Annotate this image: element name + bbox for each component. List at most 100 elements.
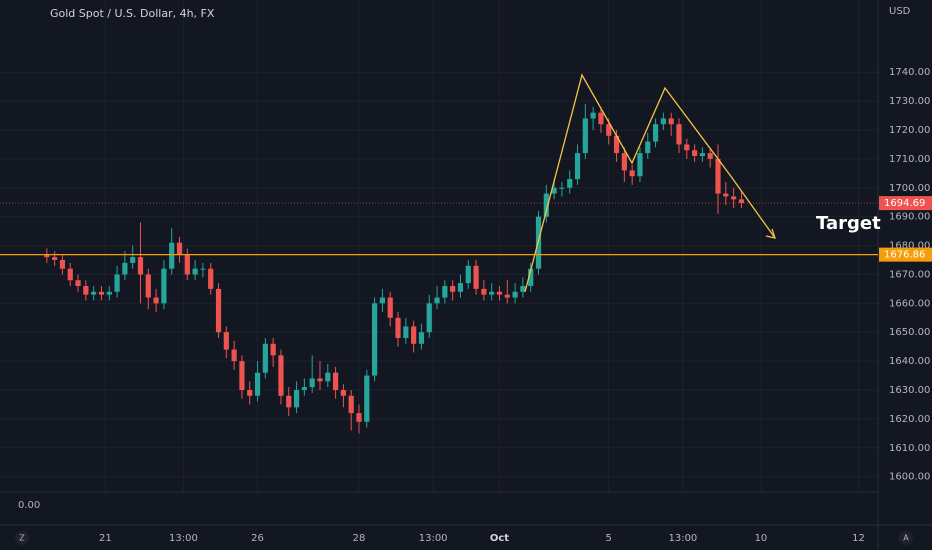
x-tick-label: 28: [353, 533, 366, 544]
candle-body: [738, 199, 745, 204]
candle-body: [395, 317, 401, 338]
candle-body: [184, 254, 190, 275]
y-tick-label: 1620.00: [889, 414, 930, 425]
x-tick-label: 10: [755, 533, 768, 544]
candle-body: [325, 372, 331, 382]
candle-body: [660, 118, 666, 125]
candle-body: [372, 303, 378, 376]
candle-body: [489, 291, 495, 295]
candle-body: [434, 297, 440, 304]
candle-body: [606, 124, 612, 136]
candle-body: [504, 294, 510, 298]
x-tick-label: 21: [99, 533, 112, 544]
candle-body: [122, 262, 128, 275]
candle-body: [332, 372, 339, 390]
candle-body: [356, 413, 362, 422]
candle-body: [723, 193, 729, 197]
candle-body: [309, 378, 315, 388]
y-tick-label: 1730.00: [889, 96, 930, 107]
candle-body: [254, 372, 261, 396]
x-tick-label: 12: [852, 533, 865, 544]
candle-body: [621, 153, 627, 171]
candle-body: [676, 124, 682, 145]
candle-body: [731, 196, 737, 200]
candle-body: [582, 118, 588, 154]
price-line-label: 1676.86: [884, 250, 925, 261]
y-tick-label: 1720.00: [889, 125, 930, 136]
pattern-arrow: [765, 228, 776, 239]
candle-body: [457, 283, 464, 292]
x-tick-label: 13:00: [668, 533, 697, 544]
candle-body: [83, 286, 89, 295]
candle-body: [52, 257, 58, 260]
candle-body: [668, 118, 674, 125]
price-line-label-box: [879, 247, 932, 262]
candle-body: [403, 326, 409, 338]
candle-body: [169, 242, 175, 269]
candle-body: [223, 332, 229, 350]
candle-body: [59, 260, 66, 269]
x-tick-label: 13:00: [169, 533, 198, 544]
candle-body: [231, 349, 237, 362]
candle-body: [707, 153, 713, 159]
candle-body: [364, 375, 370, 422]
pattern-drawing: [524, 73, 776, 293]
annotation: Target: [816, 213, 881, 234]
y-tick-label: 1640.00: [889, 356, 930, 367]
candle-body: [520, 286, 526, 292]
chart-title: Gold Spot / U.S. Dollar, 4h, FX: [50, 7, 215, 20]
x-tick-label: 26: [251, 533, 264, 544]
price-line-label-box: [879, 196, 932, 211]
candle-body: [528, 268, 534, 286]
candle-body: [512, 291, 518, 298]
y-tick-label: 1670.00: [889, 269, 930, 280]
y-tick-label: 1650.00: [889, 327, 930, 338]
candle-body: [130, 257, 136, 263]
candle-body: [684, 144, 690, 151]
candle-body: [239, 361, 245, 390]
candle-body: [137, 257, 144, 275]
candle-body: [598, 112, 604, 125]
candle-body: [145, 274, 151, 298]
candle-body: [340, 390, 346, 396]
candle-body: [98, 291, 105, 295]
candle-body: [715, 158, 721, 194]
candle-body: [262, 343, 268, 373]
y-tick-label: 1610.00: [889, 443, 930, 454]
candle-body: [574, 153, 581, 180]
candle-body: [442, 286, 448, 298]
candle-body: [247, 390, 253, 396]
x-tick-label: 5: [606, 533, 612, 544]
candle-body: [278, 355, 284, 396]
auto-scale-button[interactable]: [899, 531, 913, 545]
candle-body: [543, 193, 549, 217]
y-tick-label: 1680.00: [889, 241, 930, 252]
candle-body: [629, 170, 635, 177]
candle-body: [613, 135, 620, 154]
candle-body: [301, 387, 307, 390]
candle-body: [637, 153, 643, 177]
candle-body: [590, 112, 596, 119]
candle-body: [699, 153, 705, 156]
candle-body: [645, 141, 651, 154]
y-tick-label: 1630.00: [889, 385, 930, 396]
candle-body: [426, 303, 432, 333]
candle-body: [411, 326, 417, 344]
candle-body: [551, 187, 557, 194]
candle-body: [418, 332, 425, 344]
candle-body: [106, 291, 112, 295]
timezone-icon[interactable]: [15, 531, 29, 545]
candle-body: [559, 187, 565, 189]
candle-body: [652, 124, 659, 142]
candle-body: [348, 395, 354, 414]
candle-body: [75, 280, 81, 286]
currency-label: USD: [889, 6, 911, 17]
candle-body: [176, 242, 183, 255]
y-tick-label: 1600.00: [889, 472, 930, 483]
candle-body: [44, 254, 50, 258]
candle-body: [473, 265, 479, 289]
candle-body: [379, 297, 386, 304]
candle-body: [270, 343, 276, 356]
candle-body: [317, 378, 323, 382]
